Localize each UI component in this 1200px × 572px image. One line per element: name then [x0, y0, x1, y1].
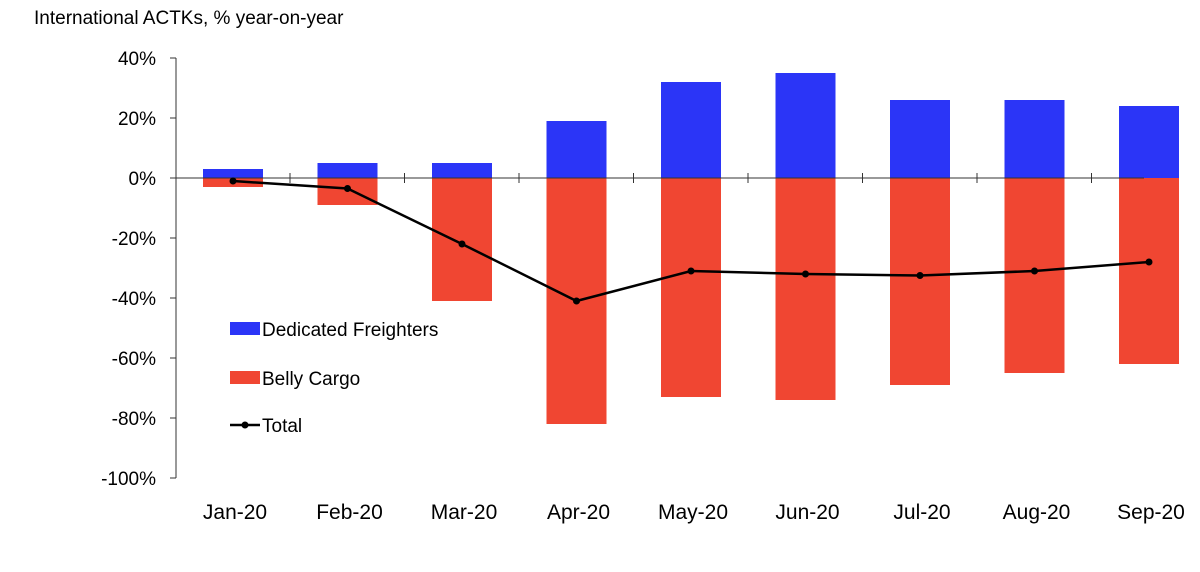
bar-belly-cargo: [890, 178, 950, 385]
y-tick-label: 0%: [129, 169, 157, 190]
y-tick-label: -20%: [112, 229, 156, 250]
x-tick-label: Apr-20: [547, 501, 610, 524]
legend-label-dedicated-freighters: Dedicated Freighters: [262, 320, 438, 341]
x-tick-label: Jun-20: [775, 501, 839, 524]
y-tick-label: -40%: [112, 289, 156, 310]
legend-swatch-dedicated-freighters: [230, 322, 260, 335]
x-tick-label: Jan-20: [203, 501, 267, 524]
chart-title: International ACTKs, % year-on-year: [34, 8, 344, 29]
bar-dedicated-freighters: [890, 100, 950, 178]
bar-belly-cargo: [1004, 178, 1065, 373]
bar-dedicated-freighters: [1119, 106, 1179, 178]
bar-dedicated-freighters: [1004, 100, 1065, 178]
bar-belly-cargo: [661, 178, 721, 397]
y-tick-label: -60%: [112, 349, 156, 370]
bar-dedicated-freighters: [432, 163, 492, 178]
total-point: [458, 240, 466, 248]
bar-dedicated-freighters: [661, 82, 721, 178]
legend-swatch-belly-cargo: [230, 371, 260, 384]
x-tick-label: Aug-20: [1003, 501, 1071, 524]
bar-dedicated-freighters: [775, 73, 836, 178]
legend-swatch-total-point: [241, 421, 249, 429]
total-point: [1145, 258, 1153, 266]
x-tick-label: Feb-20: [316, 501, 383, 524]
y-tick-label: 20%: [118, 109, 156, 130]
bar-belly-cargo: [775, 178, 836, 400]
bar-belly-cargo: [1119, 178, 1179, 364]
x-tick-label: May-20: [658, 501, 728, 524]
y-tick-label: 40%: [118, 49, 156, 70]
total-point: [802, 270, 809, 278]
legend-label-belly-cargo: Belly Cargo: [262, 369, 360, 390]
legend-label-total: Total: [262, 416, 302, 437]
total-point: [229, 177, 237, 185]
total-point: [1031, 267, 1038, 275]
total-point: [687, 267, 695, 275]
x-tick-label: Sep-20: [1117, 501, 1185, 524]
x-tick-label: Mar-20: [431, 501, 498, 524]
x-tick-label: Jul-20: [893, 501, 950, 524]
total-point: [916, 272, 924, 279]
total-point: [573, 297, 580, 305]
bar-dedicated-freighters: [546, 121, 607, 178]
y-tick-label: -100%: [101, 469, 156, 490]
bar-dedicated-freighters: [203, 169, 263, 178]
y-tick-label: -80%: [112, 409, 156, 430]
total-point: [344, 185, 351, 192]
bar-dedicated-freighters: [317, 163, 378, 178]
bar-belly-cargo: [432, 178, 492, 301]
